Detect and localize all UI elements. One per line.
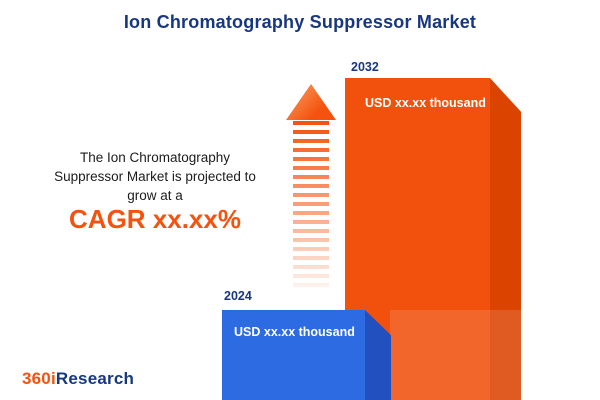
bar-2032-value-label: USD xx.xx thousand bbox=[365, 96, 486, 110]
growth-arrow-head-icon bbox=[286, 84, 336, 120]
bar-2032-side bbox=[490, 78, 521, 400]
bar-2032-year-label: 2032 bbox=[351, 60, 379, 74]
page-title: Ion Chromatography Suppressor Market bbox=[123, 12, 477, 32]
bar-2024-value-label: USD xx.xx thousand bbox=[234, 325, 355, 339]
description-line-3: grow at a bbox=[127, 188, 183, 203]
logo: 360iResearch bbox=[22, 369, 134, 389]
logo-part-research: Research bbox=[55, 369, 135, 388]
logo-part-i: i bbox=[50, 369, 56, 388]
growth-arrow-dashed-shaft-icon bbox=[293, 121, 329, 291]
description-text: The Ion Chromatography Suppressor Market… bbox=[25, 148, 285, 205]
cagr-value: CAGR xx.xx% bbox=[69, 204, 241, 234]
logo-part-360: 360 bbox=[22, 369, 51, 388]
description-line-2: Suppressor Market is projected to bbox=[54, 169, 256, 184]
bar-2032-shade-overlay bbox=[390, 310, 521, 400]
bar-2024-year-label: 2024 bbox=[224, 289, 252, 303]
description-line-1: The Ion Chromatography bbox=[79, 150, 231, 165]
bar-2024-front bbox=[222, 310, 365, 400]
